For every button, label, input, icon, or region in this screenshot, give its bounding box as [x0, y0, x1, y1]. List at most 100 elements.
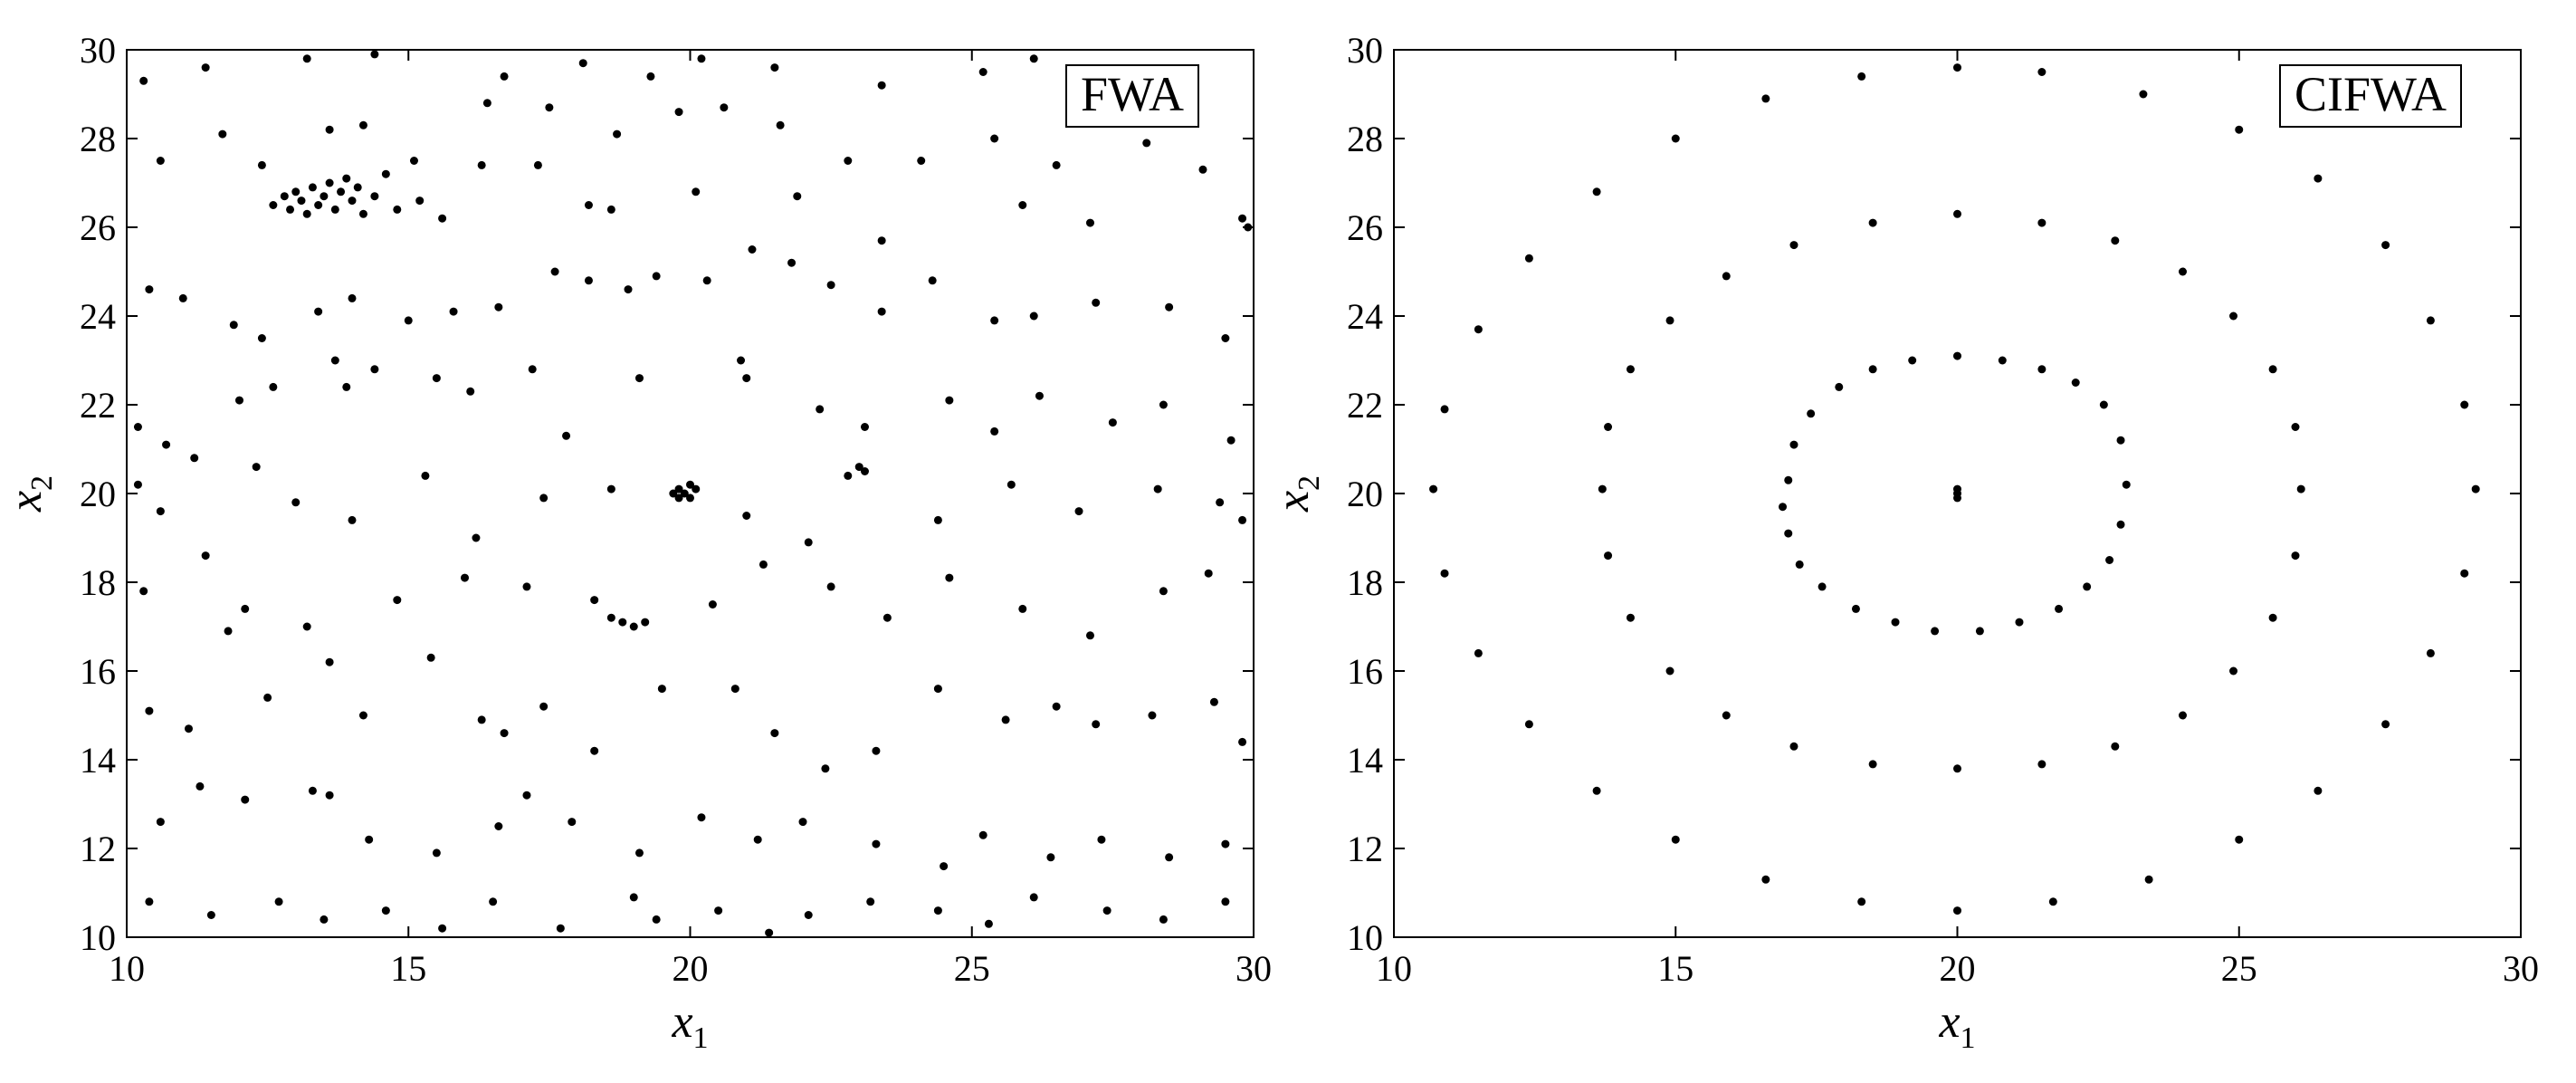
data-point [1159, 915, 1168, 924]
data-point [1209, 697, 1218, 706]
x-tick-label: 30 [2503, 948, 2539, 989]
data-point [804, 911, 813, 919]
data-point [2291, 551, 2300, 561]
data-point [1165, 302, 1174, 311]
data-point [1868, 365, 1877, 374]
data-point [1221, 839, 1230, 848]
x-axis-label: x1 [671, 996, 708, 1055]
data-point [1868, 760, 1877, 769]
data-point [139, 76, 148, 85]
data-point [1857, 72, 1866, 81]
data-point [393, 205, 402, 214]
data-point [539, 702, 549, 711]
data-point [1604, 551, 1613, 561]
data-point [370, 50, 379, 59]
data-point [1795, 560, 1804, 569]
data-point [1665, 666, 1674, 676]
y-tick-label: 26 [1347, 207, 1383, 248]
data-point [353, 183, 362, 192]
data-point [145, 897, 154, 906]
data-point [872, 839, 881, 848]
data-point [1216, 498, 1225, 507]
data-point [325, 791, 334, 800]
data-point [1789, 440, 1798, 449]
data-point [872, 746, 881, 755]
data-point [297, 196, 306, 206]
data-point [2229, 666, 2238, 676]
data-point [466, 387, 475, 396]
data-point [302, 622, 311, 631]
x-tick-label: 20 [673, 948, 709, 989]
data-point [325, 657, 334, 666]
data-point [1085, 218, 1094, 227]
data-point [184, 724, 193, 733]
data-point [770, 729, 779, 738]
data-point [330, 205, 339, 214]
data-point [2116, 436, 2125, 445]
data-point [263, 693, 272, 702]
y-tick-label: 26 [80, 207, 116, 248]
data-point [562, 431, 571, 440]
data-point [758, 560, 768, 569]
data-point [1018, 201, 1027, 209]
data-point [438, 924, 447, 933]
data-point [657, 685, 666, 694]
data-point [584, 276, 593, 285]
data-point [634, 374, 644, 383]
y-tick-label: 10 [80, 917, 116, 958]
data-point [291, 187, 301, 196]
data-point [1975, 627, 1984, 636]
data-point [1722, 711, 1731, 720]
data-point [933, 685, 942, 694]
data-point [1779, 503, 1788, 512]
data-point [2122, 480, 2131, 489]
data-point [1953, 494, 1961, 503]
data-point [2426, 648, 2435, 657]
y-tick-label: 22 [1347, 385, 1383, 426]
data-point [1221, 334, 1230, 342]
data-point [330, 356, 339, 365]
data-point [1807, 409, 1816, 418]
data-point [816, 405, 825, 414]
chart-panel-2: 10 15 20 25 30 10 12 14 16 18 20 22 24 26 28 30 x1 x2 CIFW… [1267, 30, 2539, 1055]
data-point [2314, 174, 2323, 183]
data-point [674, 484, 683, 494]
data-point [584, 201, 593, 209]
data-point [674, 494, 683, 503]
data-point [2426, 316, 2435, 325]
data-point [201, 63, 210, 72]
y-tick-label: 16 [80, 651, 116, 692]
data-point [269, 382, 278, 391]
data-point [978, 68, 987, 76]
data-point [1998, 356, 2007, 365]
data-point [2111, 742, 2120, 751]
data-point [432, 848, 441, 858]
data-point [606, 205, 615, 214]
data-point [302, 209, 311, 218]
data-point [2037, 365, 2046, 374]
data-point [652, 272, 661, 281]
data-point [1238, 737, 1247, 746]
data-point [613, 129, 622, 139]
data-point [933, 906, 942, 915]
y-tick-label: 18 [1347, 562, 1383, 603]
data-point [877, 236, 886, 245]
y-tick-label: 30 [80, 30, 116, 71]
data-point [1018, 604, 1027, 613]
data-point [826, 281, 835, 290]
data-point [139, 587, 148, 596]
data-point [917, 157, 926, 165]
data-point [1159, 400, 1168, 409]
legend: FWA [1064, 64, 1199, 128]
data-point [1074, 507, 1083, 516]
data-point [472, 533, 481, 542]
data-point [1868, 218, 1877, 227]
data-point [358, 711, 367, 720]
y-tick-label: 24 [1347, 296, 1383, 337]
data-point [218, 129, 227, 139]
data-point [500, 72, 509, 81]
data-point [2235, 835, 2244, 844]
data-point [1908, 356, 1917, 365]
data-point [697, 54, 706, 63]
